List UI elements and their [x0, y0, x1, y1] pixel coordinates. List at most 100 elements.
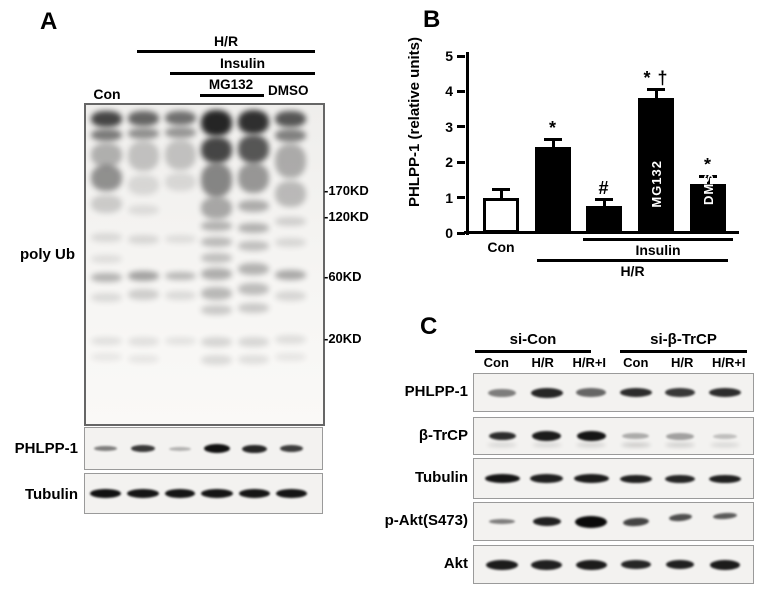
- panel-a-tubulin-lanes: [85, 474, 322, 513]
- smear-segment: [275, 270, 306, 280]
- smear-segment: [201, 268, 233, 280]
- smear-segment: [275, 144, 306, 178]
- panel-a-con-label: Con: [93, 86, 121, 102]
- blot-lane-2: [525, 374, 570, 411]
- error-cap-5: [699, 175, 717, 178]
- smear-segment: [164, 127, 196, 138]
- error-cap-2: [544, 138, 562, 141]
- panel-c-lane-labels: Con H/R H/R+I Con H/R H/R+I: [473, 355, 752, 370]
- blot-band-echo: [487, 443, 518, 447]
- smear-segment: [164, 173, 196, 191]
- blot-lane-5: [658, 374, 703, 411]
- blot-band: [532, 517, 561, 526]
- blot-band: [619, 388, 652, 397]
- blot-band: [576, 431, 606, 441]
- smear-segment: [238, 223, 270, 233]
- panel-a-mg132-bracket-line: [200, 94, 264, 97]
- significance-3: #: [598, 178, 610, 198]
- blot-lane-2: [525, 418, 570, 454]
- blot-band: [712, 433, 737, 439]
- smear-segment: [201, 337, 233, 347]
- blot-band: [484, 474, 520, 483]
- smear-segment: [127, 235, 159, 244]
- smear-lane-2: [125, 105, 162, 424]
- smear-segment: [201, 237, 233, 247]
- smear-segment: [201, 163, 233, 197]
- blot-lane-3: [569, 418, 614, 454]
- y-tick-label-0: 0: [445, 225, 453, 241]
- blot-band: [532, 431, 562, 441]
- y-tick-label-2: 2: [445, 154, 453, 171]
- bar-2: [535, 147, 571, 233]
- blot-lane-1: [480, 418, 525, 454]
- blot-band-echo: [709, 443, 740, 447]
- x-label-insulin: Insulin: [635, 242, 681, 258]
- smear-segment: [275, 217, 306, 226]
- y-tick-5: [457, 54, 465, 58]
- smear-segment: [127, 111, 159, 126]
- blot-lane-5: [236, 428, 273, 469]
- panel-a-phlpp1-blot: [84, 427, 323, 470]
- smear-segment: [164, 337, 196, 345]
- blot-lane-6: [273, 474, 310, 513]
- blot-band: [576, 388, 607, 397]
- smear-segment: [238, 303, 270, 313]
- error-cap-4: [647, 88, 665, 91]
- blot-lane-2: [525, 459, 570, 498]
- blot-lane-4: [614, 459, 659, 498]
- y-tick-1: [457, 196, 465, 200]
- smear-segment: [238, 283, 270, 295]
- blot-band: [204, 444, 231, 453]
- smear-segment: [201, 287, 233, 300]
- in-bar-label-text: MG132: [648, 159, 664, 208]
- blot-band: [486, 559, 519, 570]
- smear-segment: [238, 241, 270, 251]
- x-label-hr: H/R: [620, 263, 645, 279]
- blot-lane-4: [614, 503, 659, 540]
- error-cap-3: [595, 198, 613, 201]
- smear-segment: [164, 291, 196, 300]
- blot-lane-1: [87, 428, 124, 469]
- panel-b-label: B: [423, 6, 441, 33]
- error-bar-5: [707, 178, 710, 184]
- smear-segment: [127, 337, 159, 346]
- panel-c-tubulin-blot: [473, 458, 754, 499]
- smear-segment: [164, 272, 196, 280]
- panel-a-tubulin-label: Tubulin: [24, 486, 78, 503]
- blot-band: [126, 489, 159, 498]
- blot-band: [242, 444, 267, 453]
- blot-lane-6: [703, 374, 748, 411]
- blot-band: [201, 489, 233, 498]
- blot-band: [668, 513, 693, 522]
- smear-segment: [275, 335, 306, 344]
- smear-segment: [164, 235, 196, 243]
- blot-lane-1: [87, 474, 124, 513]
- hr-bracket-line: [537, 259, 728, 262]
- lane-label-4: Con: [623, 355, 649, 370]
- blot-lane-4: [614, 374, 659, 411]
- blot-lane-6: [273, 428, 310, 469]
- blot-band: [575, 559, 607, 570]
- smear-segment: [90, 233, 122, 242]
- smear-segment: [127, 271, 159, 281]
- blot-lane-3: [161, 428, 198, 469]
- blot-band: [712, 511, 738, 520]
- panel-c-row5-label: Akt: [443, 555, 468, 572]
- smear-lane-5: [235, 105, 272, 424]
- blot-band: [709, 559, 740, 570]
- y-axis-line: [466, 52, 469, 235]
- bar-3: [586, 206, 622, 233]
- blot-lane-2: [525, 546, 570, 583]
- smear-segment: [201, 221, 233, 231]
- smear-segment: [90, 293, 122, 302]
- panel-a-mg132-label: MG132: [208, 77, 254, 92]
- smear-segment: [127, 289, 159, 300]
- blot-lane-6: [703, 418, 748, 454]
- blot-lane-3: [569, 374, 614, 411]
- blot-lane-2: [124, 474, 161, 513]
- blot-band: [531, 559, 563, 570]
- group-si-con-label: si-Con: [509, 331, 557, 348]
- smear-segment: [201, 110, 233, 136]
- group-si-con-line: [475, 350, 591, 353]
